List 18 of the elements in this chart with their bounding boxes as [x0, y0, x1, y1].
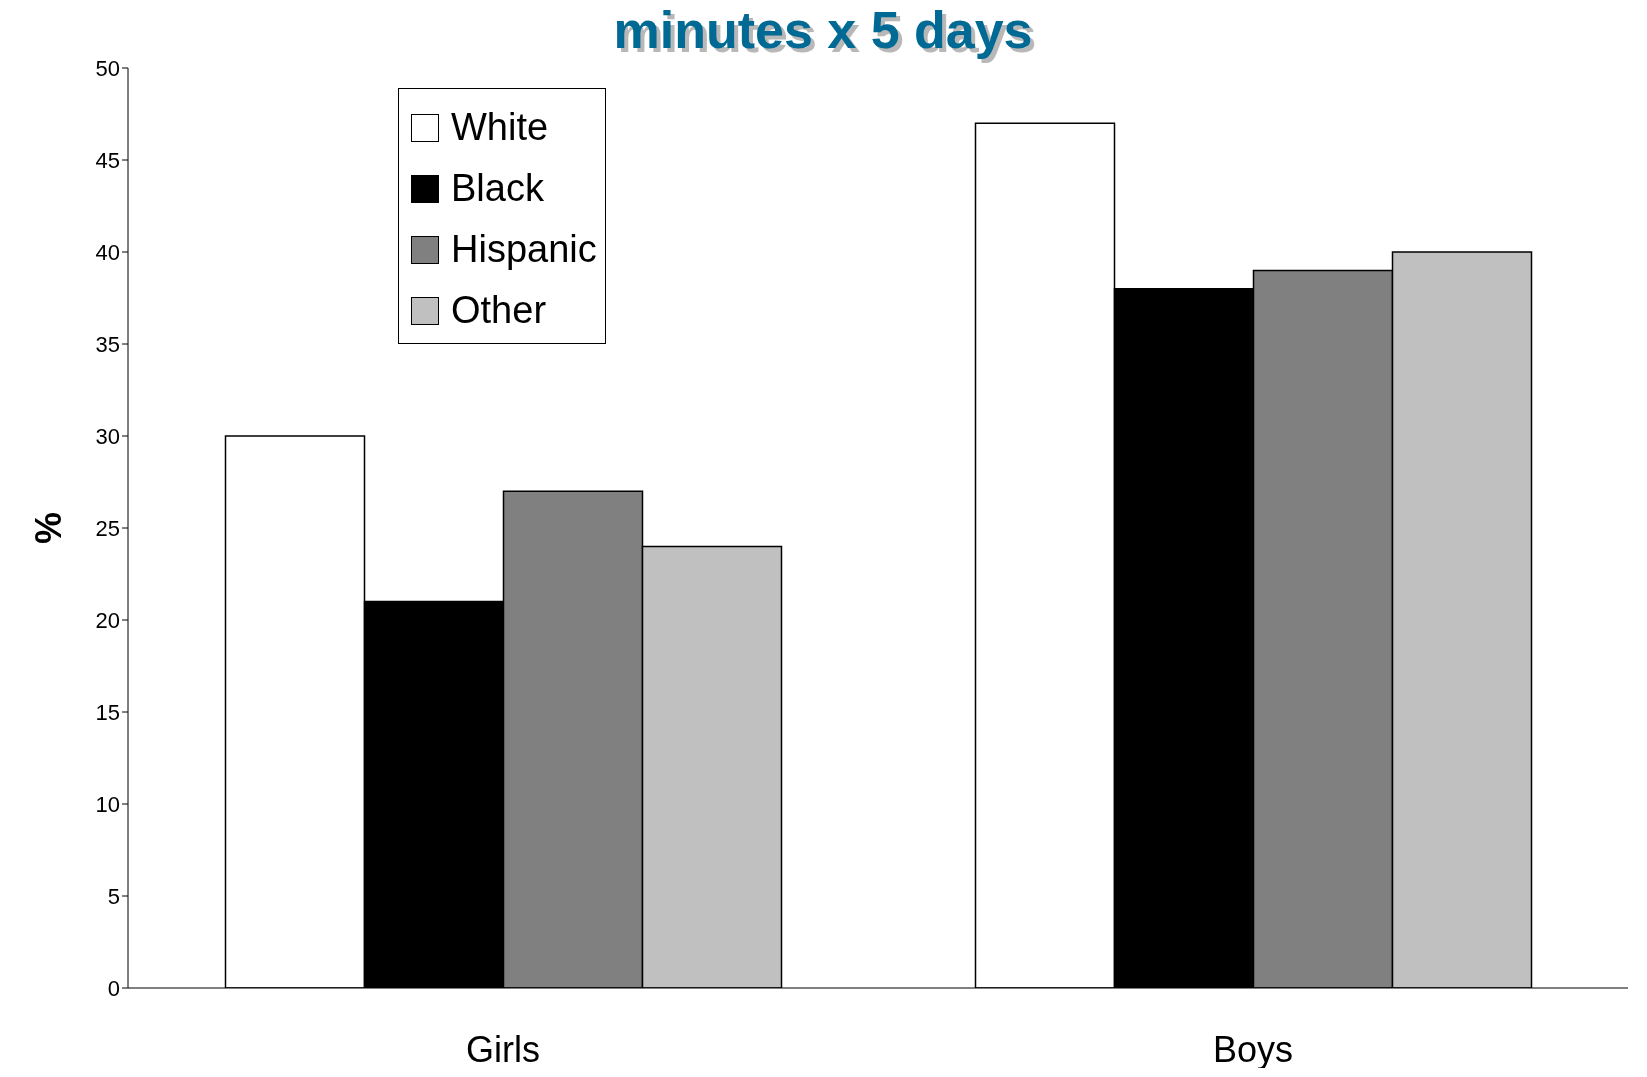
y-tick-label: 10 — [95, 791, 120, 817]
x-tick-label: Girls — [466, 1028, 540, 1070]
y-tick-label: 20 — [95, 607, 120, 633]
y-axis-title: % — [27, 511, 69, 545]
y-tick-label: 25 — [95, 515, 120, 541]
y-tick-label: 5 — [107, 883, 120, 909]
chart-title: minutes x 5 days — [613, 1, 1033, 59]
y-tick-label: 35 — [95, 331, 120, 357]
y-tick-label: 15 — [95, 699, 120, 725]
y-tick-label: 40 — [95, 239, 120, 265]
legend-label: Hispanic — [451, 228, 597, 271]
y-tick-label: 0 — [107, 975, 120, 1001]
legend-label: Other — [451, 289, 547, 332]
y-tick-label: 50 — [95, 55, 120, 81]
y-tick-label: 30 — [95, 423, 120, 449]
y-tick-label: 45 — [95, 147, 120, 173]
legend-label: White — [451, 106, 549, 149]
legend-label: Black — [451, 167, 544, 210]
